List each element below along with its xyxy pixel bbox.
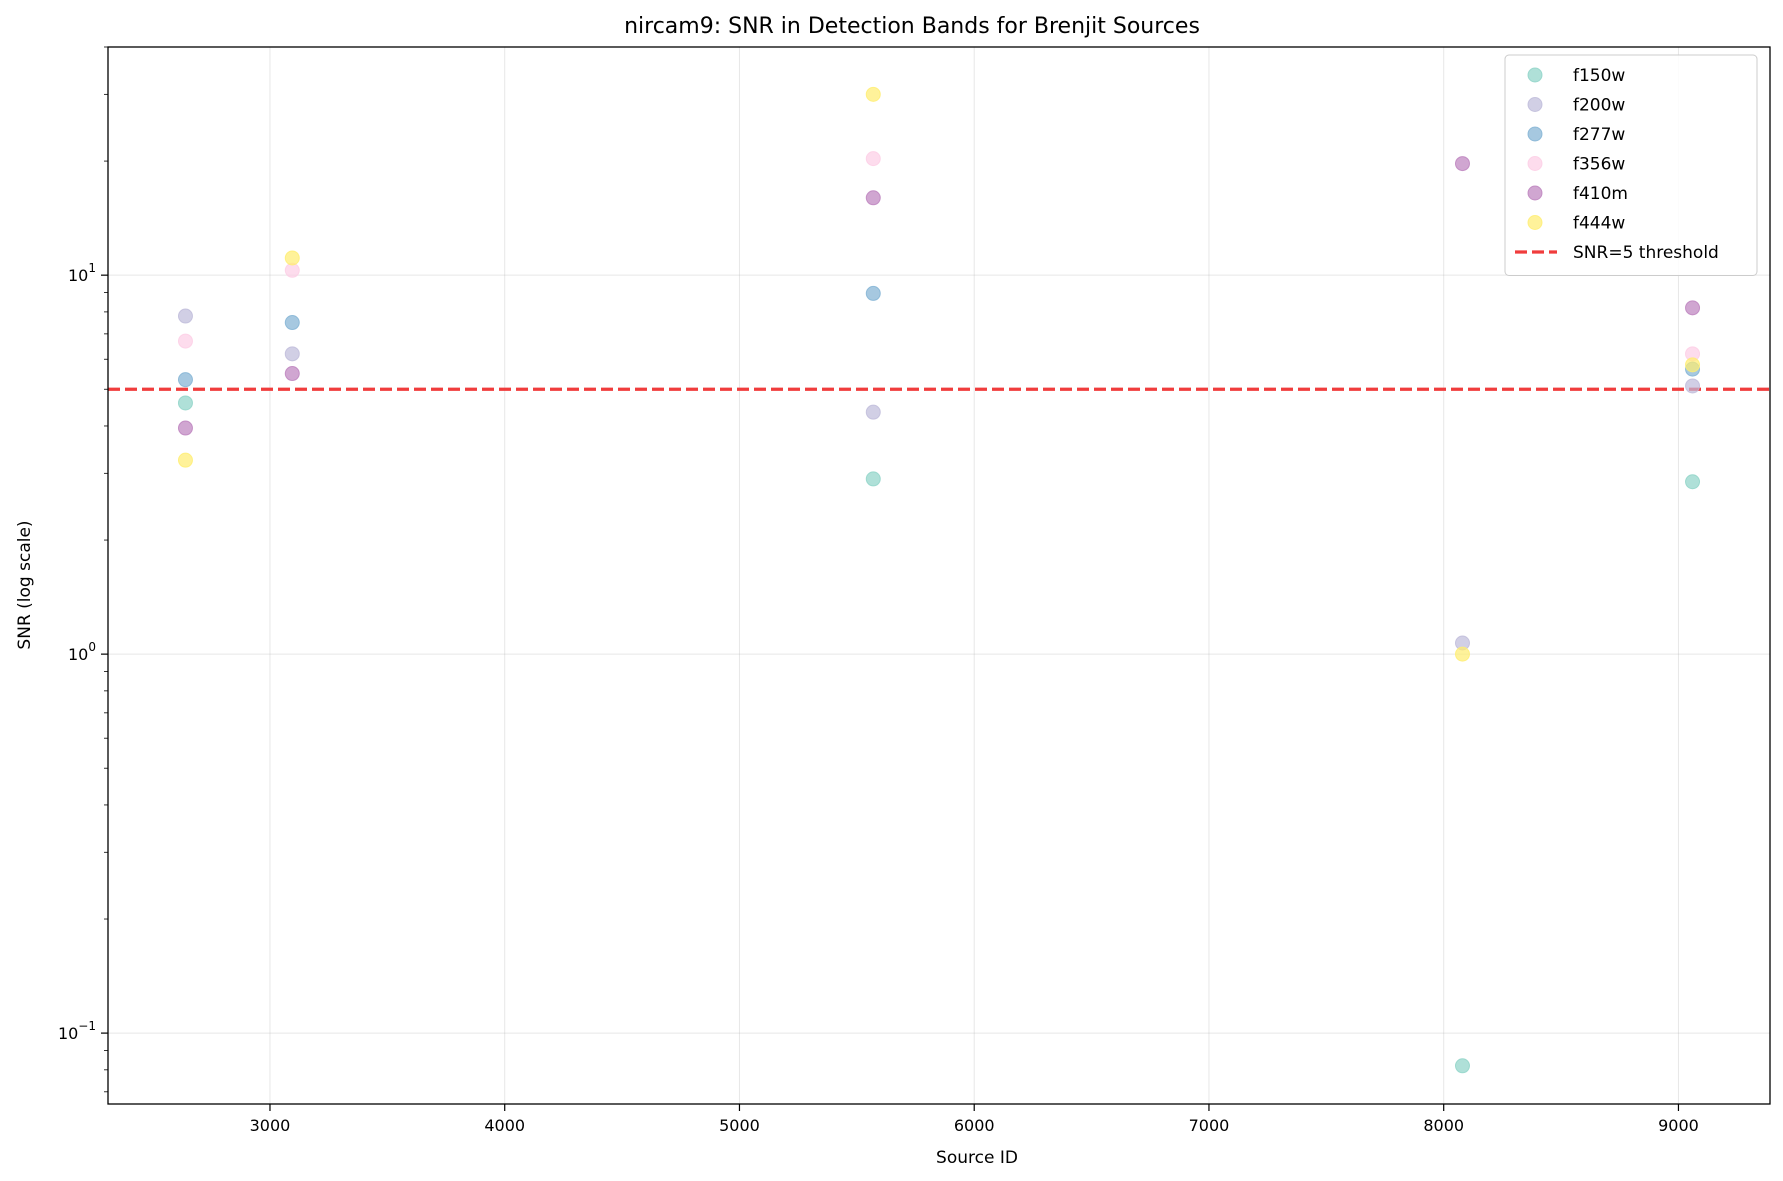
legend-marker-f277w [1527,126,1543,142]
x-axis-label: Source ID [936,1148,1018,1168]
point-f277w [177,372,193,388]
legend-label-f150w: f150w [1573,66,1625,86]
point-f200w [284,346,300,362]
legend-marker-f150w [1527,67,1543,83]
point-f150w [1454,1058,1470,1074]
x-tick-label: 4000 [484,1116,525,1135]
chart-title: nircam9: SNR in Detection Bands for Bren… [624,14,1200,39]
point-f200w [865,404,881,420]
legend-label-f444w: f444w [1573,214,1625,234]
point-f410m [284,366,300,382]
plot-area [107,46,1771,1105]
point-f277w [284,315,300,331]
legend-box [1504,54,1758,276]
y-axis-label: SNR (log scale) [15,520,35,649]
x-tick-label: 9000 [1658,1116,1699,1135]
point-f356w [865,151,881,167]
point-f150w [1685,474,1701,490]
legend-marker-f356w [1527,156,1543,171]
plot-frame [107,46,1771,1105]
legend: f150w f200w f277w f356w f410m f444w SNR=5 thre… [1504,54,1758,276]
point-f410m [177,420,193,436]
x-tick-label: 5000 [719,1116,760,1135]
point-f200w [1685,378,1701,394]
point-f444w [1454,646,1470,662]
x-tick-label: 3000 [250,1116,291,1135]
legend-label-f410m: f410m [1573,184,1628,204]
y-tick-label: 101 [68,261,96,285]
legend-marker-f200w [1527,97,1543,112]
legend-label-f356w: f356w [1573,155,1625,175]
point-f444w [1685,357,1701,373]
point-f356w [177,333,193,349]
grid-lines [108,47,1770,1104]
legend-marker-f410m [1527,185,1543,201]
x-axis: 3000 4000 5000 6000 7000 8000 9000 [250,1104,1699,1135]
legend-label-threshold: SNR=5 threshold [1573,243,1719,263]
point-f150w [177,395,193,411]
y-axis: 10−1 100 101 [58,46,108,1093]
x-tick-label: 7000 [1189,1116,1230,1135]
point-f444w [865,86,881,102]
x-tick-label: 6000 [954,1116,995,1135]
scatter-points [177,86,1701,1074]
legend-marker-f444w [1527,215,1543,230]
legend-label-f200w: f200w [1573,96,1625,116]
point-f277w [865,285,881,301]
y-tick-label: 10−1 [58,1019,96,1043]
point-f410m [865,190,881,206]
y-tick-label: 100 [68,640,96,664]
x-tick-label: 8000 [1423,1116,1464,1135]
legend-label-f277w: f277w [1573,125,1625,145]
point-f200w [177,308,193,324]
point-f444w [177,452,193,468]
point-f444w [284,250,300,266]
point-f150w [865,471,881,487]
point-f410m [1454,156,1470,172]
point-f410m [1685,300,1701,316]
